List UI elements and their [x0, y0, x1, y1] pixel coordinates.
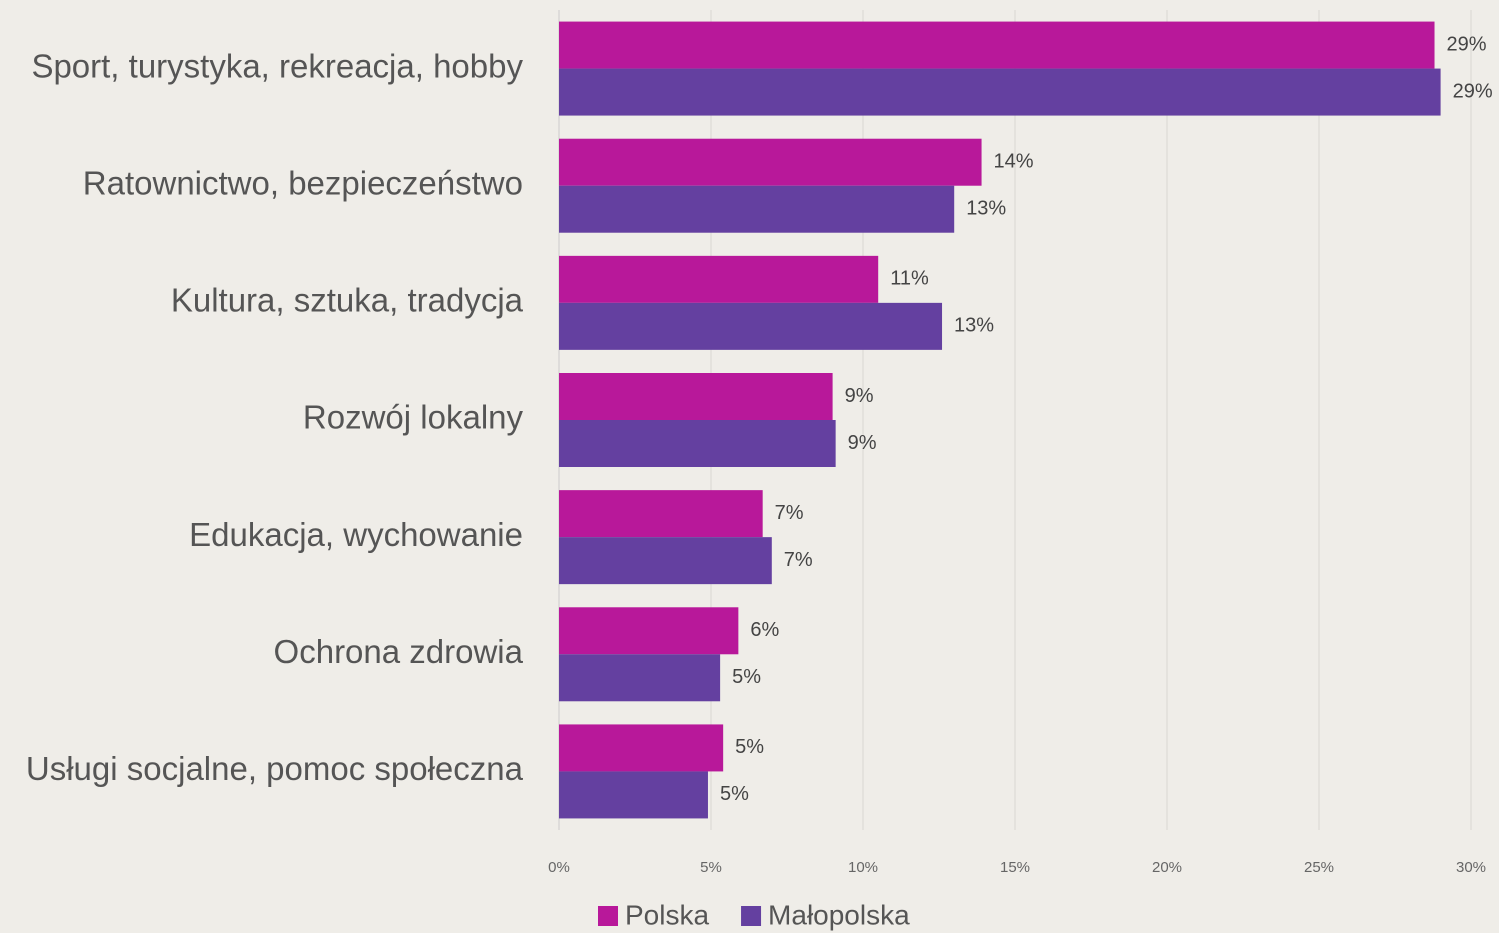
bar	[559, 724, 724, 772]
value-label: 9%	[845, 385, 874, 407]
x-tick-label: 10%	[848, 859, 878, 876]
bar	[559, 138, 982, 186]
x-tick-label: 5%	[700, 859, 722, 876]
value-label: 13%	[966, 197, 1006, 219]
x-tick-label: 0%	[548, 859, 570, 876]
x-tick-label: 30%	[1456, 859, 1486, 876]
bar	[559, 654, 721, 702]
x-tick-label: 20%	[1152, 859, 1182, 876]
bar	[559, 607, 739, 655]
y-tick-label: Ratownictwo, bezpieczeństwo	[83, 164, 523, 201]
legend-swatch	[598, 906, 618, 926]
legend-label: Małopolska	[768, 899, 910, 930]
value-label: 9%	[848, 432, 877, 454]
value-label: 13%	[954, 315, 994, 337]
x-tick-label: 25%	[1304, 859, 1334, 876]
bar	[559, 771, 708, 819]
bar	[559, 21, 1435, 69]
bar	[559, 373, 833, 420]
value-label: 5%	[735, 736, 764, 758]
y-tick-label: Sport, turystyka, rekreacja, hobby	[31, 47, 523, 84]
value-label: 5%	[732, 666, 761, 688]
value-label: 11%	[890, 268, 929, 290]
y-tick-label: Ochrona zdrowia	[274, 633, 524, 670]
bar	[559, 185, 955, 233]
y-tick-label: Usługi socjalne, pomoc społeczna	[26, 750, 524, 787]
bar	[559, 537, 772, 585]
value-label: 14%	[994, 150, 1034, 172]
legend-swatch	[741, 906, 762, 926]
legend-label: Polska	[625, 899, 709, 930]
y-tick-label: Rozwój lokalny	[303, 399, 524, 436]
bar	[559, 420, 836, 467]
bar	[559, 255, 879, 303]
x-tick-label: 15%	[1000, 859, 1030, 876]
bar	[559, 68, 1441, 116]
y-tick-label: Edukacja, wychowanie	[189, 516, 523, 553]
bar	[559, 302, 943, 350]
value-label: 6%	[750, 619, 779, 641]
y-tick-label: Kultura, sztuka, tradycja	[171, 282, 524, 319]
value-label: 29%	[1453, 80, 1493, 102]
value-label: 7%	[784, 549, 813, 571]
value-label: 29%	[1447, 33, 1487, 55]
value-label: 5%	[720, 783, 749, 805]
bar	[559, 490, 763, 538]
value-label: 7%	[775, 502, 804, 524]
